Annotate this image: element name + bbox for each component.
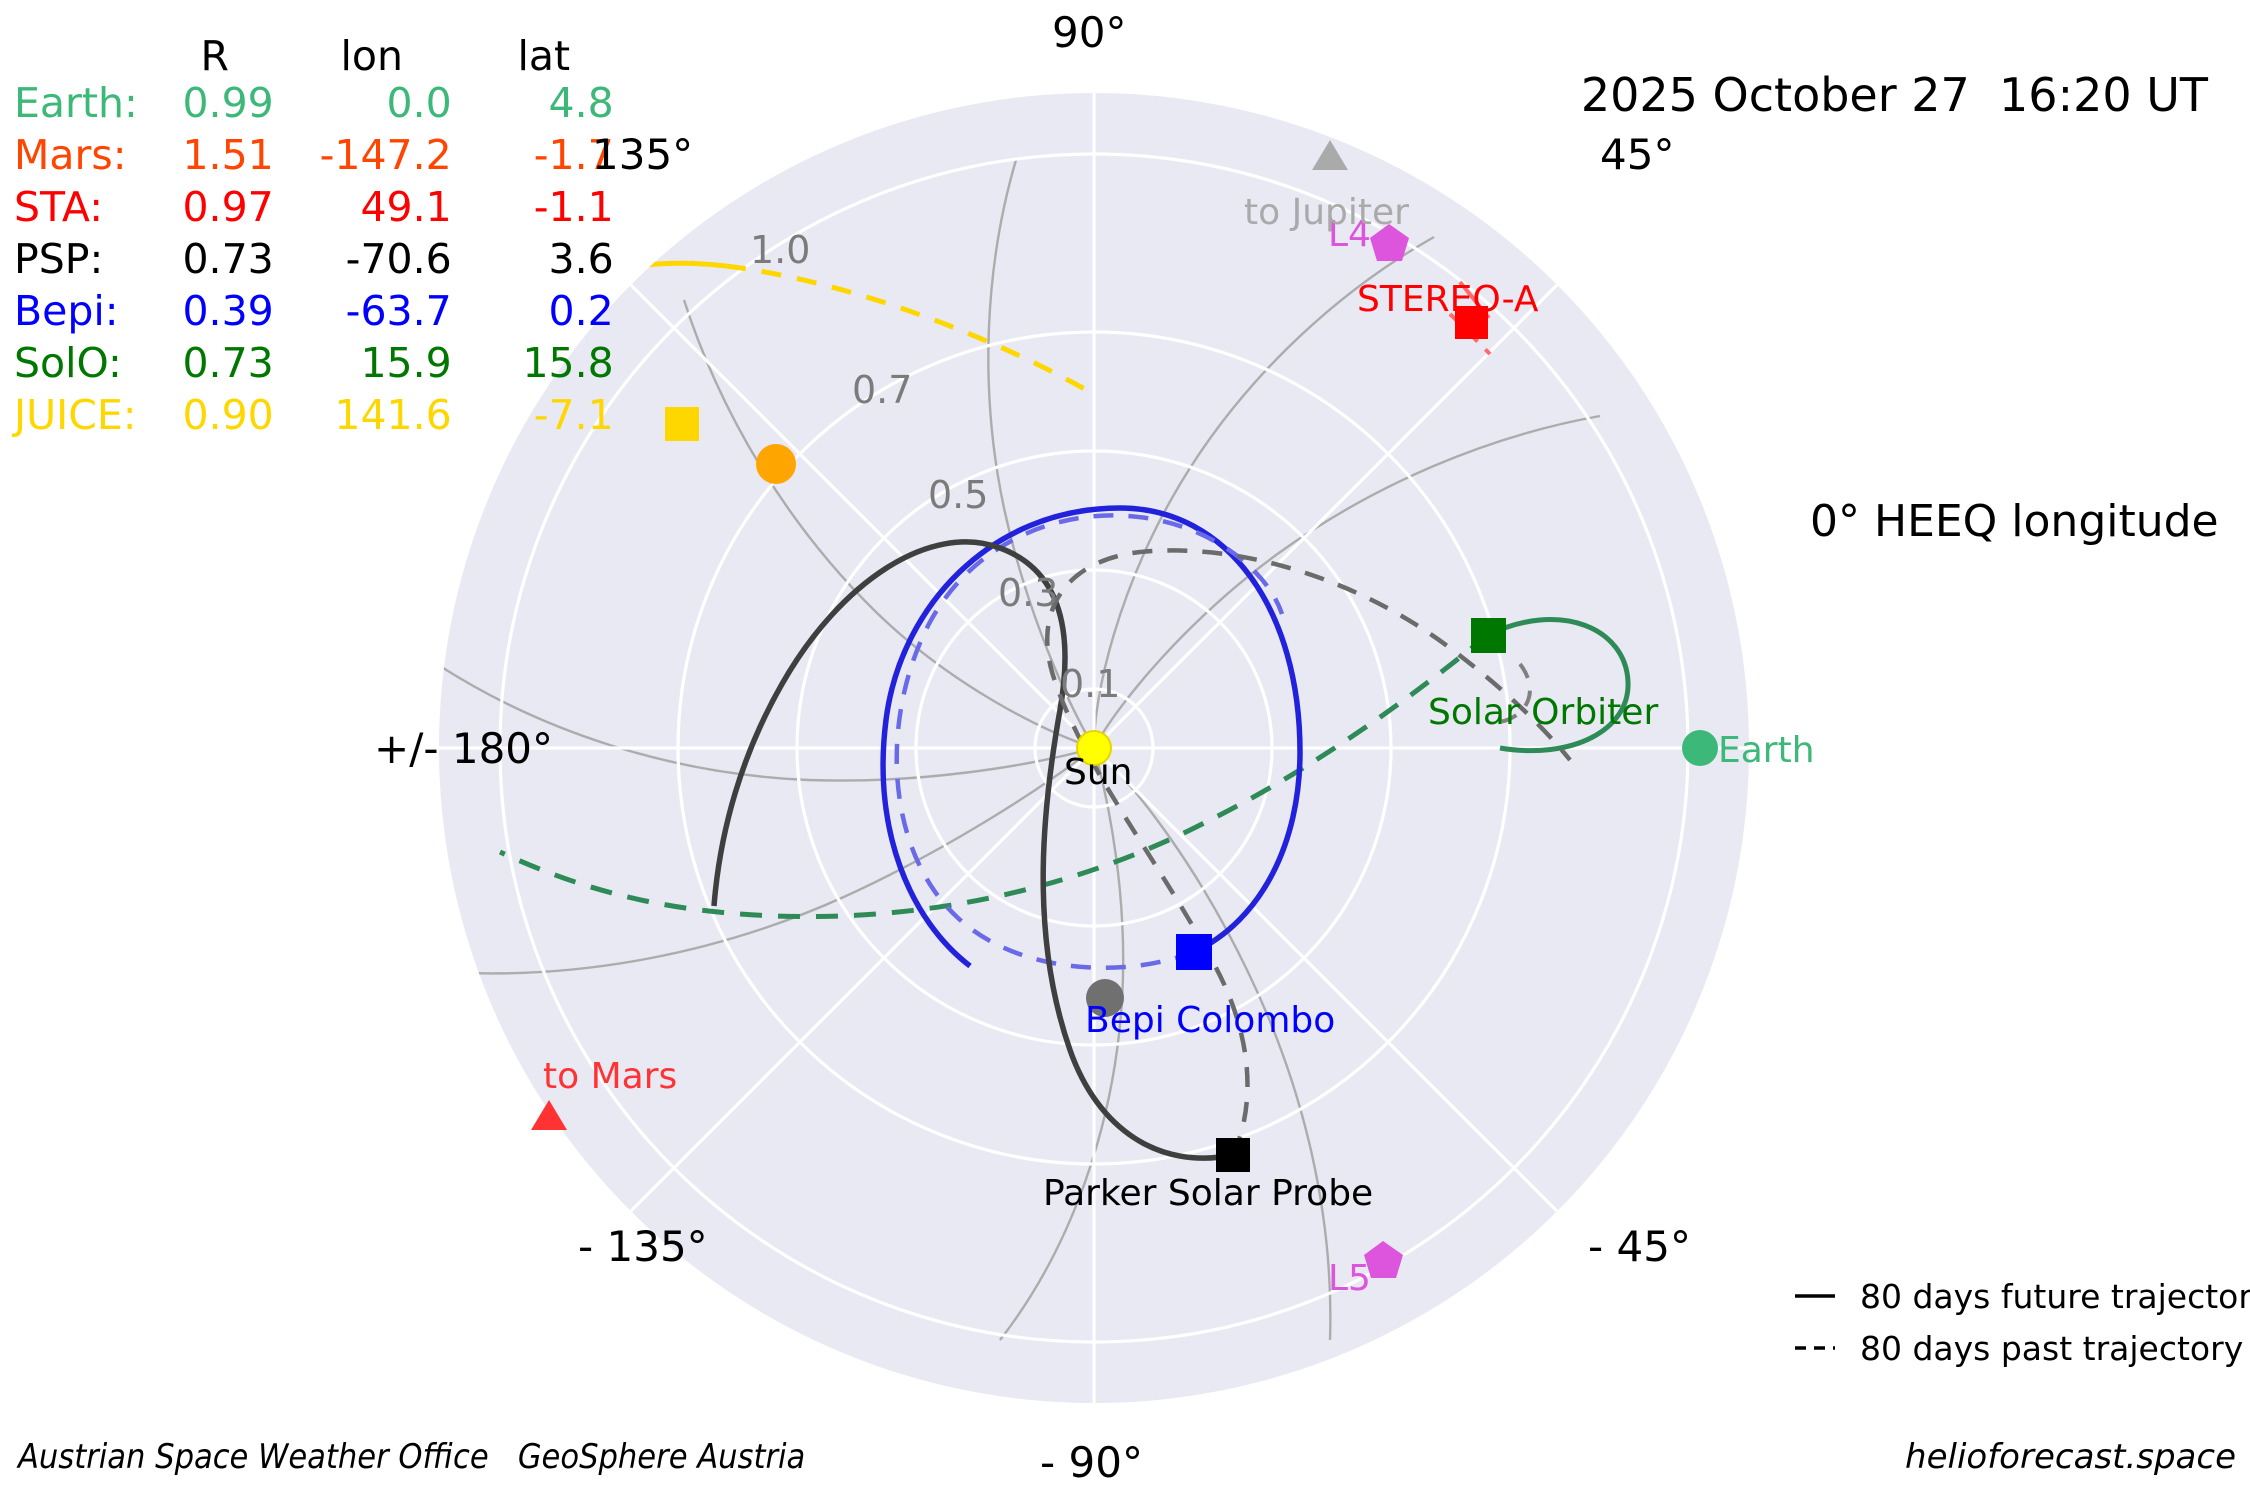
credit-organization: Austrian Space Weather Office GeoSphere … <box>18 1437 806 1477</box>
row-name: SolO: <box>14 339 122 387</box>
row-lon: 0.0 <box>386 79 452 127</box>
row-lon: 15.9 <box>360 339 452 387</box>
label-psp: Parker Solar Probe <box>1043 1173 1374 1214</box>
row-lat: -1.1 <box>533 183 614 231</box>
row-r: 0.73 <box>182 235 274 283</box>
parker-spiral-lines <box>439 159 1601 1341</box>
row-lon: 49.1 <box>360 183 452 231</box>
row-name: Bepi: <box>14 287 119 335</box>
trajectory-bepi <box>880 505 1303 971</box>
marker-sun[interactable] <box>1076 730 1112 766</box>
angle-label-m135: - 135° <box>578 1222 708 1271</box>
label-to-mars: to Mars <box>543 1056 678 1097</box>
marker-bepi-colombo[interactable] <box>1176 934 1212 970</box>
row-lat: 3.6 <box>548 235 614 283</box>
marker-stereo-a[interactable] <box>1455 306 1488 339</box>
row-r: 0.73 <box>182 339 274 387</box>
row-lat: 15.8 <box>522 339 614 387</box>
row-name: Earth: <box>14 79 138 127</box>
table-row: SolO: 0.73 15.9 15.8 <box>14 343 614 395</box>
angle-label-135: 135° <box>592 130 694 179</box>
row-r: 0.99 <box>182 79 274 127</box>
marker-venus[interactable] <box>756 444 796 484</box>
radial-label-0-1: 0.1 <box>1060 662 1121 706</box>
label-l4: L4 <box>1328 214 1371 255</box>
marker-solar-orbiter[interactable] <box>1471 618 1506 653</box>
table-header-row: R lon lat <box>14 36 614 83</box>
header-lat: lat <box>517 32 571 80</box>
marker-mercury[interactable] <box>1086 979 1124 1017</box>
row-name: STA: <box>14 183 104 231</box>
legend-label-past: 80 days past trajectory <box>1860 1329 2244 1368</box>
table-row: Bepi: 0.39 -63.7 0.2 <box>14 291 614 343</box>
row-lat: -1.7 <box>533 131 614 179</box>
marker-juice[interactable] <box>665 407 699 441</box>
legend-glyphs <box>1795 1294 1835 1350</box>
table-row: PSP: 0.73 -70.6 3.6 <box>14 239 614 291</box>
row-lon: -70.6 <box>345 235 452 283</box>
trajectory-psp <box>711 539 1572 1161</box>
row-r: 0.97 <box>182 183 274 231</box>
marker-earth[interactable] <box>1682 730 1718 766</box>
marker-l5[interactable] <box>1364 1241 1403 1278</box>
label-to-jupiter: to Jupiter <box>1244 192 1409 233</box>
marker-to-mars[interactable] <box>531 1100 567 1130</box>
radial-label-1-0: 1.0 <box>750 228 811 272</box>
table-row: STA: 0.97 49.1 -1.1 <box>14 187 614 239</box>
trajectory-solar-orbiter <box>498 617 1631 920</box>
body-markers <box>531 140 1718 1278</box>
marker-psp[interactable] <box>1216 1138 1250 1172</box>
row-lat: 0.2 <box>548 287 614 335</box>
credit-website[interactable]: helioforecast.space <box>1905 1437 2236 1477</box>
label-solar-orbiter: Solar Orbiter <box>1428 692 1659 733</box>
marker-to-jupiter[interactable] <box>1312 140 1348 170</box>
angle-label-45: 45° <box>1600 130 1675 179</box>
header-lon: lon <box>340 32 403 80</box>
position-table: R lon lat Earth: 0.99 0.0 4.8 Mars: 1.51… <box>14 36 614 447</box>
row-lon: -147.2 <box>319 131 452 179</box>
angle-label-90: 90° <box>1052 8 1127 57</box>
row-lon: 141.6 <box>334 391 452 439</box>
marker-l4[interactable] <box>1370 224 1409 261</box>
heeq-longitude-note: 0° HEEQ longitude <box>1810 496 2219 547</box>
table-row: Mars: 1.51 -147.2 -1.7 <box>14 135 614 187</box>
table-row: Earth: 0.99 0.0 4.8 <box>14 83 614 135</box>
header-r: R <box>200 32 230 80</box>
label-sun: Sun <box>1064 752 1133 793</box>
row-r: 0.90 <box>182 391 274 439</box>
row-r: 0.39 <box>182 287 274 335</box>
radial-label-0-7: 0.7 <box>852 368 913 412</box>
label-earth: Earth <box>1718 730 1815 771</box>
radial-label-0-3: 0.3 <box>998 571 1059 615</box>
radial-label-0-5: 0.5 <box>928 473 989 517</box>
label-l5: L5 <box>1328 1258 1371 1299</box>
row-name: Mars: <box>14 131 127 179</box>
row-lat: 4.8 <box>548 79 614 127</box>
row-lat: -7.1 <box>533 391 614 439</box>
row-name: JUICE: <box>14 391 137 439</box>
header-name <box>14 36 156 83</box>
angle-label-m45: - 45° <box>1588 1222 1691 1271</box>
label-stereo-a: STEREO-A <box>1357 279 1539 320</box>
row-r: 1.51 <box>182 131 274 179</box>
legend-label-future: 80 days future trajectory <box>1860 1277 2250 1316</box>
plot-title: 2025 October 27 16:20 UT <box>1580 68 2208 122</box>
angle-label-m90: - 90° <box>1040 1438 1143 1487</box>
row-name: PSP: <box>14 235 104 283</box>
table-row: JUICE: 0.90 141.6 -7.1 <box>14 395 614 447</box>
angle-label-180: +/- 180° <box>374 724 554 773</box>
label-bepi-colombo: Bepi Colombo <box>1085 1000 1336 1041</box>
row-lon: -63.7 <box>345 287 452 335</box>
